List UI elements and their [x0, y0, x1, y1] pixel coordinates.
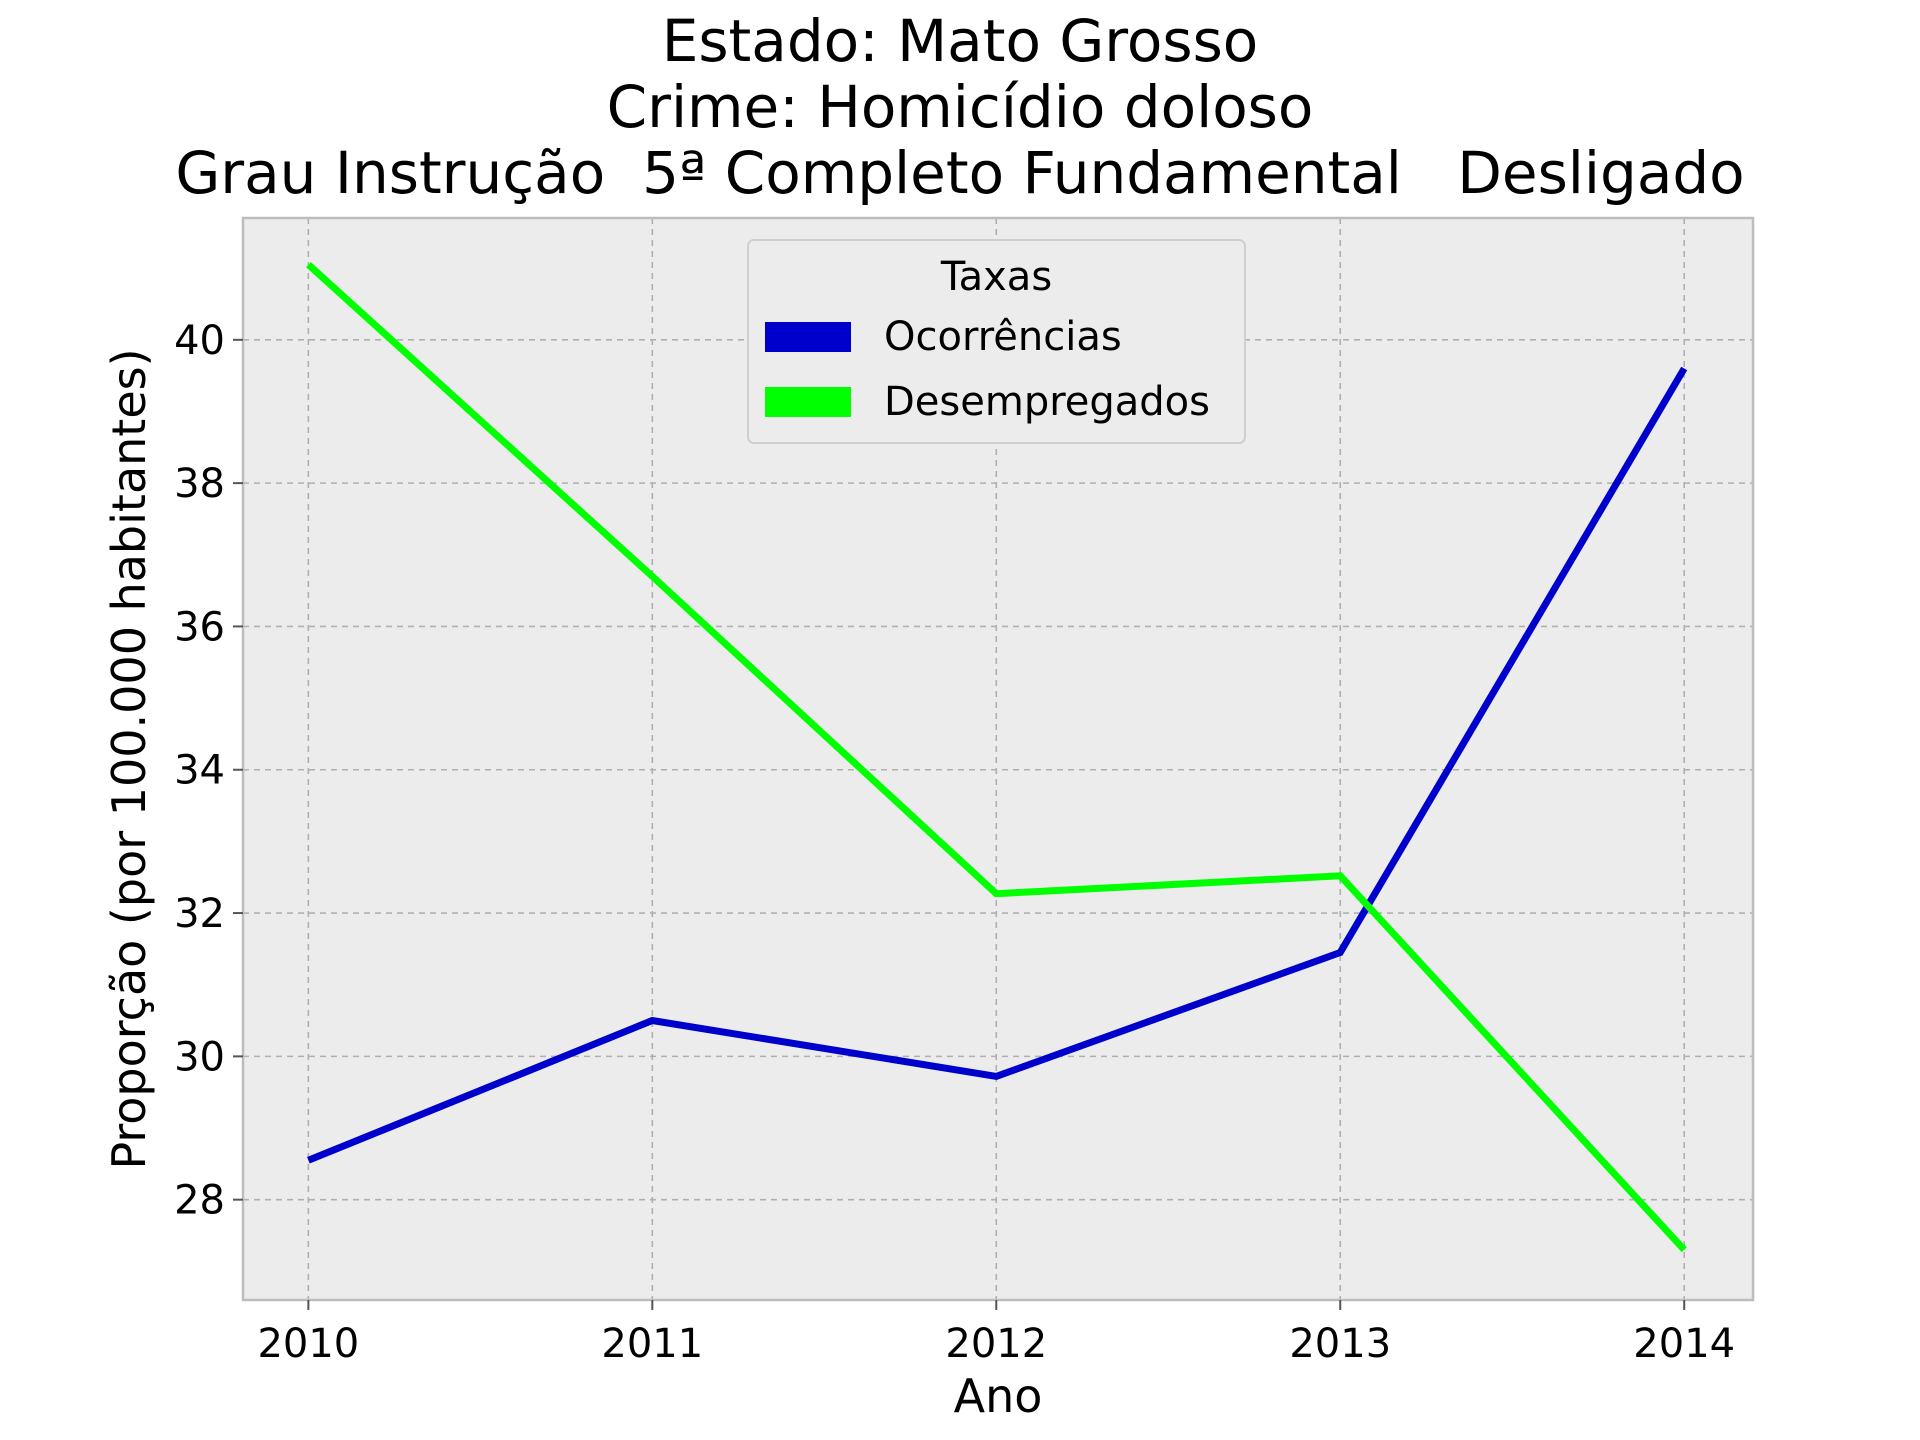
x-tick-label: 2014: [1633, 1321, 1735, 1367]
chart-title: Estado: Mato Grosso Crime: Homicídio dol…: [0, 0, 1920, 210]
title-line-education: Grau Instrução 5ª Completo Fundamental D…: [175, 139, 1745, 207]
plot-frame: [241, 216, 1755, 1302]
x-tick-label: 2012: [945, 1321, 1047, 1367]
legend-box: [747, 239, 1246, 444]
y-tick-label: 34: [174, 748, 225, 794]
title-line-state: Estado: Mato Grosso: [661, 7, 1259, 75]
x-tick-label: 2011: [601, 1321, 703, 1367]
y-tick-label: 36: [174, 604, 225, 650]
legend-label: Ocorrências: [884, 314, 1122, 360]
y-tick-label: 38: [174, 461, 225, 507]
legend-swatch: [765, 322, 851, 352]
x-tick-label: 2013: [1289, 1321, 1391, 1367]
y-tick-label: 40: [174, 318, 225, 364]
legend-label: Desempregados: [884, 379, 1210, 425]
legend-swatch: [765, 387, 851, 417]
legend-title: Taxas: [940, 254, 1052, 300]
title-line-crime: Crime: Homicídio doloso: [606, 73, 1314, 141]
y-tick-label: 28: [174, 1178, 225, 1224]
y-tick-label: 30: [174, 1034, 225, 1080]
x-axis-label: Ano: [954, 1369, 1043, 1423]
y-axis-label: Proporção (por 100.000 habitantes): [102, 348, 156, 1169]
x-tick-label: 2010: [257, 1321, 359, 1367]
y-tick-label: 32: [174, 891, 225, 937]
